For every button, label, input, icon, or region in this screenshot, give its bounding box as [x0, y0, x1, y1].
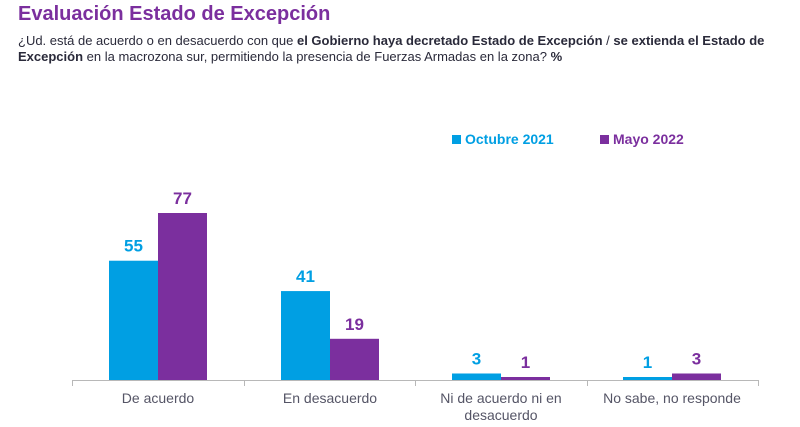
- bar-mayo-de-acuerdo: [158, 213, 207, 380]
- legend-item-octubre: Octubre 2021: [452, 131, 554, 147]
- legend-swatch-octubre: [452, 134, 461, 144]
- chart-title: Evaluación Estado de Excepción: [18, 3, 331, 25]
- legend-label-octubre: Octubre 2021: [465, 131, 554, 147]
- bar-mayo-no-sabe: [672, 373, 721, 380]
- data-label-octubre-en-desacuerdo: 41: [296, 267, 315, 286]
- data-label-mayo-ni-de-acuerdo: 1: [521, 353, 530, 372]
- bar-octubre-en-desacuerdo: [281, 291, 330, 380]
- legend-item-mayo: Mayo 2022: [600, 131, 684, 147]
- category-label-ni-de-acuerdo-line2: desacuerdo: [464, 407, 537, 423]
- survey-question: ¿Ud. está de acuerdo o en desacuerdo con…: [18, 33, 788, 65]
- data-label-octubre-no-sabe: 1: [643, 353, 652, 372]
- data-label-mayo-en-desacuerdo: 19: [345, 315, 364, 334]
- data-label-mayo-de-acuerdo: 77: [173, 189, 192, 208]
- question-bold-2: se extienda el Estado de Excepción: [18, 33, 765, 64]
- data-label-mayo-no-sabe: 3: [692, 349, 701, 368]
- bar-octubre-de-acuerdo: [109, 260, 158, 380]
- category-label-no-sabe: No sabe, no responde: [603, 390, 741, 406]
- category-label-en-desacuerdo: En desacuerdo: [283, 390, 377, 406]
- question-text-1: ¿Ud. está de acuerdo o en desacuerdo con…: [18, 33, 297, 48]
- bar-octubre-no-sabe: [623, 377, 672, 380]
- category-label-ni-de-acuerdo-line1: Ni de acuerdo ni en: [440, 390, 561, 406]
- legend-label-mayo: Mayo 2022: [613, 131, 684, 147]
- bar-mayo-ni-de-acuerdo: [501, 377, 550, 380]
- question-text-2: en la macrozona sur, permitiendo la pres…: [83, 49, 551, 64]
- question-separator: /: [602, 33, 614, 48]
- bar-mayo-en-desacuerdo: [330, 338, 379, 380]
- bar-octubre-ni-de-acuerdo: [452, 373, 501, 380]
- data-label-octubre-de-acuerdo: 55: [124, 237, 143, 256]
- category-label-de-acuerdo: De acuerdo: [122, 390, 195, 406]
- legend-swatch-mayo: [600, 134, 609, 144]
- data-label-octubre-ni-de-acuerdo: 3: [472, 349, 481, 368]
- question-bold-1: el Gobierno haya decretado Estado de Exc…: [296, 33, 603, 48]
- question-unit: %: [550, 49, 563, 64]
